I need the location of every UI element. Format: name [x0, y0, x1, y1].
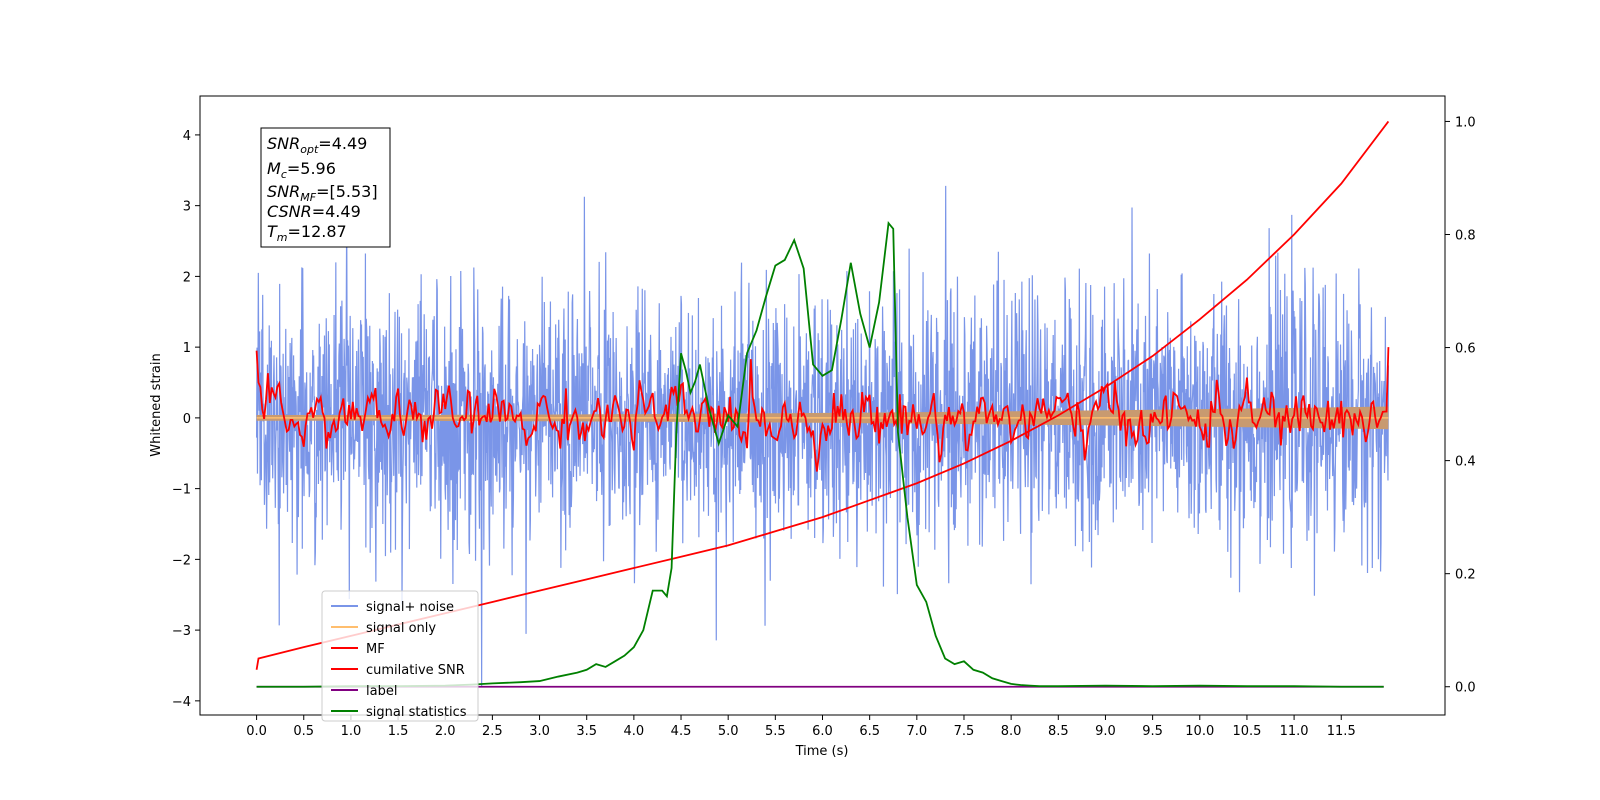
x-tick-label: 11.5 — [1327, 724, 1356, 739]
x-tick-label: 7.5 — [954, 724, 975, 739]
x-tick-label: 10.0 — [1185, 724, 1214, 739]
y-axis-right: 0.0 0.2 0.4 0.6 0.8 1.0 — [1445, 115, 1476, 696]
x-tick-label: 4.0 — [624, 724, 645, 739]
x-tick-label: 6.5 — [859, 724, 880, 739]
info-box: SNRopt=4.49 Mc=5.96 SNRMF=[5.53] CSNR=4.… — [260, 127, 391, 248]
legend-label: label — [366, 684, 397, 699]
x-tick-label: 5.5 — [765, 724, 786, 739]
x-tick-label: 5.0 — [718, 724, 739, 739]
x-tick-label: 10.5 — [1232, 724, 1261, 739]
y2-tick-label: 0.2 — [1455, 568, 1476, 583]
x-tick-label: 11.0 — [1280, 724, 1309, 739]
x-tick-label: 2.0 — [435, 724, 456, 739]
y-tick-label: 3 — [183, 200, 191, 215]
x-tick-label: 1.0 — [341, 724, 362, 739]
y-tick-label: −3 — [172, 624, 191, 639]
x-axis: 0.0 0.5 1.0 1.5 2.0 2.5 3.0 3.5 4.0 4.5 5.0 5.5 6.0 6… — [246, 715, 1356, 739]
x-axis-label: Time (s) — [795, 744, 849, 759]
y2-tick-label: 1.0 — [1455, 115, 1476, 130]
legend-label: signal+ noise — [366, 600, 454, 615]
y-tick-label: 2 — [183, 270, 191, 285]
y-axis-left: −4 −3 −2 −1 0 1 2 3 4 — [172, 129, 200, 710]
x-tick-label: 6.0 — [812, 724, 833, 739]
x-tick-label: 0.0 — [246, 724, 267, 739]
y2-tick-label: 0.0 — [1455, 681, 1476, 696]
x-tick-label: 2.5 — [482, 724, 503, 739]
x-tick-label: 9.0 — [1095, 724, 1116, 739]
legend: signal+ noise signal only MF cumilative SNR… — [321, 590, 479, 722]
x-tick-label: 7.0 — [906, 724, 927, 739]
svg-text:SNRopt=4.49: SNRopt=4.49 — [267, 134, 367, 156]
x-tick-label: 8.0 — [1001, 724, 1022, 739]
y2-tick-label: 0.8 — [1455, 228, 1476, 243]
y-tick-label: −4 — [172, 695, 191, 710]
x-tick-label: 0.5 — [293, 724, 314, 739]
series-layer — [255, 120, 1390, 688]
x-tick-label: 3.0 — [529, 724, 550, 739]
x-tick-label: 3.5 — [576, 724, 597, 739]
svg-text:Tm=12.87: Tm=12.87 — [267, 222, 347, 244]
y-tick-label: −1 — [172, 483, 191, 498]
x-tick-label: 8.5 — [1048, 724, 1069, 739]
x-tick-label: 4.5 — [671, 724, 692, 739]
svg-text:Mc=5.96: Mc=5.96 — [267, 159, 336, 181]
svg-text:CSNR=4.49: CSNR=4.49 — [267, 202, 361, 221]
legend-label: cumilative SNR — [366, 663, 465, 678]
y-tick-label: 4 — [183, 129, 191, 144]
y-tick-label: −2 — [172, 553, 191, 568]
y-axis-label: Whitened strain — [149, 353, 164, 456]
svg-text:SNRMF=[5.53]: SNRMF=[5.53] — [267, 182, 378, 204]
legend-label: signal only — [366, 621, 436, 636]
x-tick-label: 9.5 — [1142, 724, 1163, 739]
y2-tick-label: 0.4 — [1455, 455, 1476, 470]
series-signal-statistics — [256, 221, 1384, 688]
y-tick-label: 0 — [183, 412, 191, 427]
y2-tick-label: 0.6 — [1455, 342, 1476, 357]
x-tick-label: 1.5 — [388, 724, 409, 739]
legend-label: signal statistics — [366, 705, 467, 720]
y-tick-label: 1 — [183, 341, 191, 356]
series-mf — [255, 347, 1390, 472]
legend-label: MF — [366, 642, 385, 657]
